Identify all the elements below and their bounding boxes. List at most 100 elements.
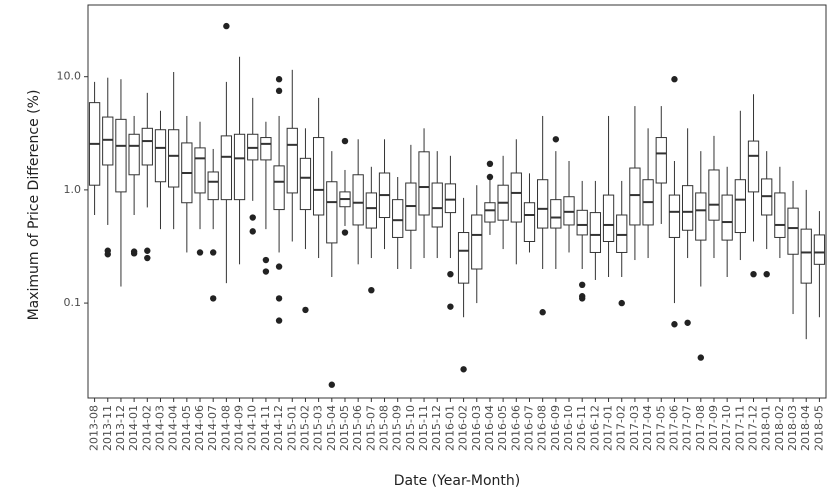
box — [787, 207, 799, 255]
x-tick-label: 2017-07 — [681, 405, 694, 451]
x-tick-label: 2016-10 — [562, 405, 575, 451]
box — [576, 209, 588, 236]
outlier — [196, 249, 204, 256]
x-tick-label: 2014-08 — [219, 405, 232, 451]
box — [721, 194, 733, 241]
x-tick-label: 2016-02 — [457, 405, 470, 451]
outlier — [302, 306, 309, 314]
x-tick-label: 2014-06 — [193, 405, 206, 451]
outlier — [144, 254, 151, 262]
outlier — [144, 247, 151, 254]
box — [128, 133, 140, 176]
outlier — [249, 228, 256, 235]
x-tick-label: 2017-09 — [707, 405, 720, 451]
x-tick-label: 2014-07 — [206, 405, 219, 451]
outlier — [447, 270, 454, 278]
outlier — [223, 22, 230, 30]
outlier — [262, 268, 270, 275]
x-tick-label: 2017-04 — [641, 405, 654, 451]
outlier — [341, 137, 349, 145]
x-tick-label: 2017-06 — [667, 405, 680, 451]
outlier — [209, 249, 217, 256]
box — [312, 137, 325, 216]
box — [220, 135, 233, 201]
x-tick-label: 2018-02 — [773, 405, 786, 451]
box — [168, 129, 180, 188]
x-tick-label: 2016-04 — [483, 405, 496, 451]
x-tick-label: 2015-11 — [417, 405, 430, 451]
box — [708, 169, 720, 221]
outlier — [104, 251, 111, 258]
box — [655, 137, 667, 184]
x-tick-label: 2014-05 — [180, 405, 193, 451]
x-tick-label: 2015-09 — [391, 405, 404, 451]
x-tick-label: 2015-08 — [378, 405, 391, 451]
x-tick-label: 2017-10 — [720, 405, 733, 451]
x-tick-label: 2017-12 — [747, 405, 760, 451]
box — [747, 140, 760, 193]
outlier — [486, 160, 494, 168]
outlier — [275, 263, 283, 270]
outlier — [578, 295, 586, 302]
x-tick-label: 2018-05 — [812, 405, 825, 451]
x-tick-label: 2018-04 — [799, 405, 812, 451]
outlier — [209, 295, 217, 302]
x-tick-label: 2017-11 — [733, 405, 746, 451]
x-tick-label: 2017-08 — [694, 405, 707, 451]
outlier — [539, 309, 546, 316]
box — [194, 147, 206, 194]
box — [207, 171, 219, 201]
box — [326, 181, 338, 244]
x-tick-label: 2018-03 — [786, 405, 799, 451]
x-tick-label: 2016-05 — [496, 405, 509, 451]
box — [457, 232, 470, 284]
x-tick-label: 2015-07 — [364, 405, 377, 451]
box — [681, 185, 694, 231]
outlier — [460, 366, 467, 373]
y-tick-label: 1.0 — [64, 183, 82, 196]
outlier — [275, 317, 283, 324]
box — [115, 118, 127, 193]
x-tick-label: 2016-07 — [522, 405, 535, 451]
box — [352, 174, 364, 226]
y-tick-label: 10.0 — [57, 70, 82, 83]
outlier — [262, 256, 270, 264]
box — [233, 133, 246, 201]
box — [510, 172, 522, 223]
box — [444, 183, 457, 214]
x-tick-label: 2016-01 — [443, 405, 456, 451]
x-tick-label: 2015-12 — [430, 405, 443, 451]
box — [431, 182, 443, 228]
box — [365, 192, 377, 229]
x-tick-label: 2013-11 — [101, 405, 114, 451]
x-tick-label: 2014-12 — [272, 405, 285, 451]
box — [668, 194, 681, 238]
x-tick-label: 2015-04 — [325, 405, 338, 451]
box — [523, 202, 536, 242]
x-tick-label: 2014-10 — [246, 405, 259, 451]
y-axis-title: Maximum of Price Difference (%) — [26, 90, 42, 321]
x-tick-label: 2015-06 — [351, 405, 364, 451]
box — [102, 116, 114, 166]
box — [537, 179, 549, 229]
x-tick-label: 2016-06 — [509, 405, 522, 451]
x-tick-label: 2014-02 — [140, 405, 153, 451]
x-tick-label: 2014-01 — [127, 405, 140, 451]
outlier — [249, 214, 256, 221]
outlier — [750, 270, 757, 278]
outlier — [697, 354, 705, 361]
box — [299, 157, 312, 211]
x-tick-label: 2016-03 — [470, 405, 483, 451]
x-tick-label: 2015-02 — [298, 405, 311, 451]
outlier — [341, 229, 349, 236]
x-tick-label: 2014-03 — [153, 405, 166, 451]
x-tick-label: 2017-01 — [602, 405, 615, 451]
x-tick-label: 2018-01 — [760, 405, 773, 451]
outlier — [763, 270, 770, 278]
outlier — [328, 381, 336, 388]
outlier — [578, 281, 586, 289]
box — [550, 199, 562, 229]
box — [616, 214, 628, 253]
box — [484, 202, 496, 223]
